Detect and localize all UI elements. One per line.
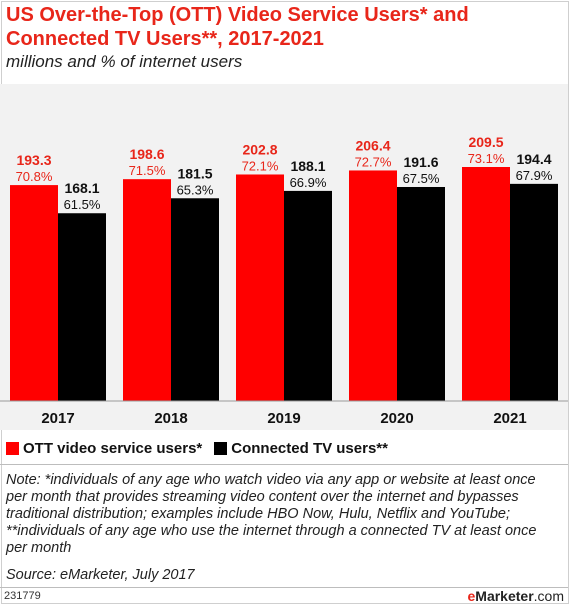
chart-source: Source: eMarketer, July 2017	[6, 567, 195, 583]
value-label-ott: 198.6	[129, 146, 164, 162]
chart-note: Note: *individuals of any age who watch …	[6, 472, 537, 556]
legend-label-ctv: Connected TV users**	[231, 439, 388, 457]
bar-ott	[10, 185, 58, 401]
category-label: 2021	[493, 410, 526, 427]
chart-title: US Over-the-Top (OTT) Video Service User…	[6, 4, 469, 50]
chart-area: 193.3 70.8% 168.1 61.5% 2017 198.6 71.5% 181.5 6…	[0, 84, 568, 430]
value-label-ott: 209.5	[468, 134, 503, 150]
pct-label-ott: 73.1%	[468, 151, 505, 166]
divider	[0, 464, 568, 465]
legend-item-ott: OTT video service users*	[6, 440, 202, 457]
value-label-ott: 202.8	[242, 141, 277, 157]
brand-name: Marketer	[475, 588, 534, 604]
pct-label-ctv: 61.5%	[64, 197, 101, 212]
value-label-ott: 193.3	[16, 152, 51, 168]
brand-suffix: .com	[533, 588, 564, 604]
pct-label-ott: 72.7%	[355, 154, 392, 169]
pct-label-ott: 70.8%	[16, 169, 53, 184]
pct-label-ott: 72.1%	[242, 158, 279, 173]
pct-label-ctv: 67.9%	[516, 168, 553, 183]
category-label: 2020	[380, 410, 413, 427]
bar-ctv	[58, 213, 106, 401]
chart-subtitle: millions and % of internet users	[6, 52, 243, 71]
value-label-ctv: 168.1	[64, 180, 99, 196]
chart-id: 231779	[4, 590, 41, 602]
brand-e: e	[467, 588, 476, 604]
bar-ott	[123, 179, 171, 401]
legend: OTT video service users* Connected TV us…	[6, 438, 400, 458]
pct-label-ctv: 66.9%	[290, 175, 327, 190]
legend-label-ott: OTT video service users*	[23, 439, 203, 457]
category-label: 2019	[267, 410, 300, 427]
bar-ctv	[510, 183, 558, 401]
brand-logo: eMarketer.com	[467, 588, 564, 604]
legend-swatch-ctv	[214, 441, 228, 455]
legend-item-ctv: Connected TV users**	[214, 440, 388, 457]
legend-swatch-ott	[6, 441, 19, 455]
value-label-ctv: 194.4	[516, 151, 551, 167]
category-label: 2017	[41, 410, 74, 427]
category-label: 2018	[154, 410, 187, 427]
bar-ott	[349, 170, 397, 401]
bar-ctv	[284, 190, 332, 401]
value-label-ctv: 188.1	[290, 158, 325, 174]
value-label-ott: 206.4	[355, 137, 390, 153]
pct-label-ctv: 65.3%	[177, 182, 214, 197]
bar-ott	[462, 167, 510, 401]
pct-label-ctv: 67.5%	[403, 171, 440, 186]
footer-divider	[0, 587, 568, 588]
bar-ctv	[397, 186, 445, 401]
bar-ott	[236, 174, 284, 401]
value-label-ctv: 181.5	[177, 165, 212, 181]
value-label-ctv: 191.6	[403, 154, 438, 170]
bar-ctv	[171, 198, 219, 401]
pct-label-ott: 71.5%	[129, 163, 166, 178]
